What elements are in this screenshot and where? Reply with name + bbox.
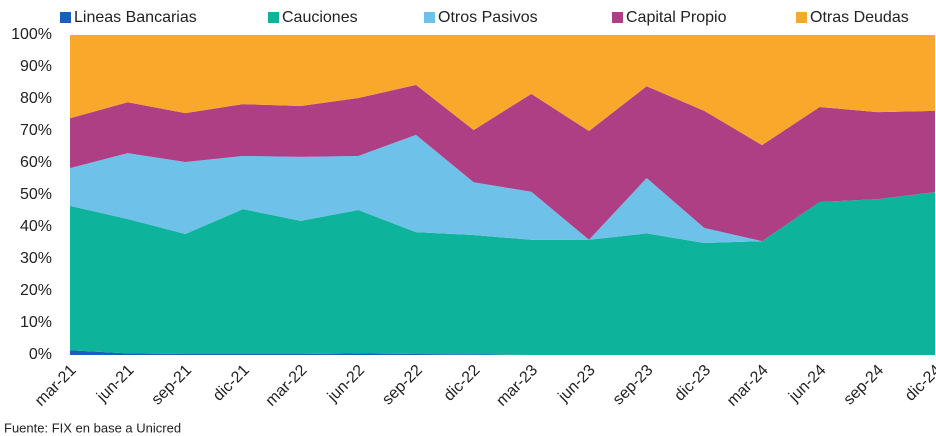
legend-swatch — [796, 12, 807, 23]
x-tick-label: dic-21 — [210, 362, 253, 405]
area — [70, 134, 935, 243]
legend-label: Capital Propio — [626, 9, 727, 26]
y-tick-label: 50% — [20, 186, 52, 203]
x-tick-label: mar-21 — [32, 362, 80, 410]
area — [70, 192, 935, 355]
source-note: Fuente: FIX en base a Unicred — [4, 420, 181, 435]
legend-label: Cauciones — [282, 9, 358, 26]
y-tick-label: 10% — [20, 314, 52, 331]
legend-label: Otras Deudas — [810, 9, 909, 26]
y-tick-label: 40% — [20, 218, 52, 235]
x-tick-label: dic-24 — [902, 362, 936, 405]
x-tick-label: jun-23 — [555, 362, 599, 406]
legend-swatch — [612, 12, 623, 23]
y-tick-label: 100% — [11, 26, 52, 43]
x-tick-label: sep-24 — [841, 362, 888, 409]
y-tick-label: 0% — [29, 346, 52, 363]
y-tick-label: 20% — [20, 282, 52, 299]
x-tick-label: jun-22 — [324, 362, 368, 406]
y-tick-label: 60% — [20, 154, 52, 171]
legend-swatch — [60, 12, 71, 23]
y-tick-label: 80% — [20, 90, 52, 107]
x-tick-label: sep-22 — [379, 362, 426, 409]
y-tick-label: 90% — [20, 58, 52, 75]
x-tick-label: jun-21 — [93, 362, 137, 406]
legend-label: Lineas Bancarias — [74, 9, 197, 26]
area — [70, 35, 935, 146]
x-tick-label: mar-24 — [724, 362, 772, 410]
x-tick-label: dic-22 — [441, 362, 484, 405]
x-tick-label: mar-22 — [263, 362, 311, 410]
x-tick-label: dic-23 — [671, 362, 714, 405]
area — [70, 84, 935, 242]
legend-label: Otros Pasivos — [438, 9, 538, 26]
x-tick-label: mar-23 — [493, 362, 541, 410]
legend-swatch — [268, 12, 279, 23]
legend-swatch — [424, 12, 435, 23]
x-tick-label: sep-23 — [610, 362, 657, 409]
x-tick-label: sep-21 — [149, 362, 196, 409]
y-tick-label: 30% — [20, 250, 52, 267]
y-tick-label: 70% — [20, 122, 52, 139]
area — [70, 350, 935, 355]
x-tick-label: jun-24 — [785, 362, 829, 406]
